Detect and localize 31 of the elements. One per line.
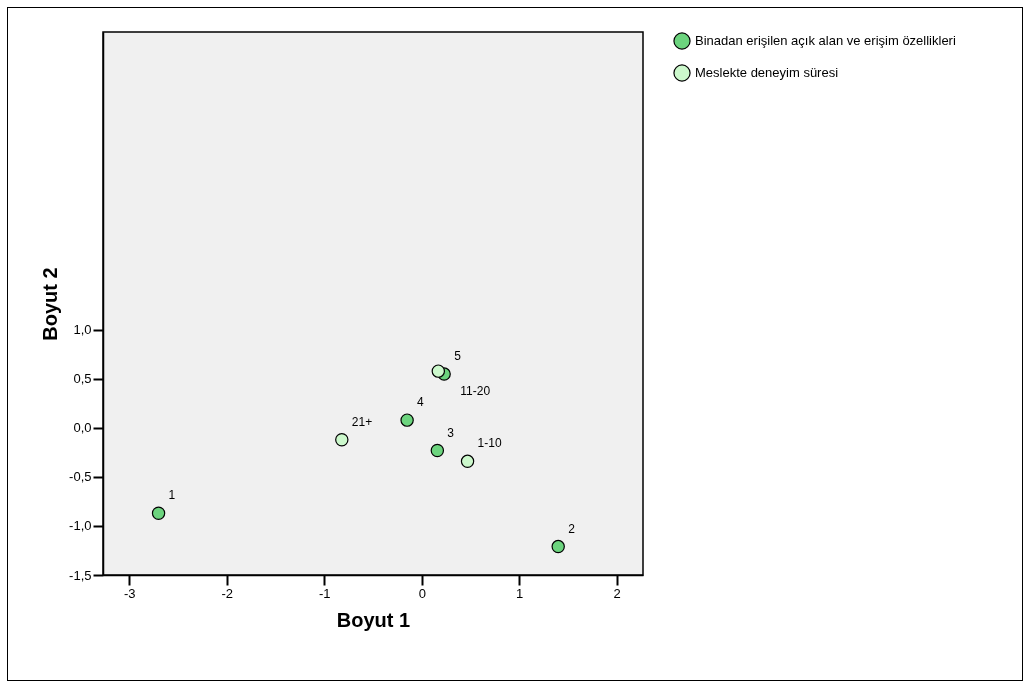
x-tick-label: -3 <box>124 585 136 601</box>
x-tick-label: 2 <box>613 585 621 601</box>
point <box>335 433 349 447</box>
point <box>431 364 446 378</box>
point <box>430 443 445 458</box>
annotation: 3 <box>447 425 455 440</box>
annotation: 11-20 <box>460 384 491 399</box>
annotation: 2 <box>568 521 576 536</box>
y-tick-label: 0,0 <box>73 420 92 436</box>
y-tick-label: 1,0 <box>73 322 92 338</box>
y-tick-label: -1,0 <box>69 518 92 534</box>
y-axis-title: Boyut 2 <box>39 267 62 341</box>
legend-label: Binadan erişilen açık alan ve erişim özellikleri <box>695 33 956 48</box>
legend-label: Meslekte deneyim süresi <box>695 65 839 80</box>
y-tick-label: 0,5 <box>73 371 92 387</box>
annotation: 1-10 <box>477 436 502 451</box>
x-axis-title: Boyut 1 <box>336 608 411 631</box>
x-tick-label: 1 <box>516 585 524 601</box>
x-tick-label: -1 <box>318 585 331 601</box>
point <box>400 413 414 427</box>
point <box>151 506 166 520</box>
annotation: 5 <box>454 349 462 364</box>
annotation: 21+ <box>351 414 373 429</box>
y-tick-label: -1,5 <box>69 567 92 583</box>
annotation: 4 <box>417 395 425 410</box>
x-tick-label: -2 <box>221 585 234 601</box>
x-tick-label: 0 <box>418 585 426 601</box>
point <box>551 539 565 554</box>
y-tick-label: -0,5 <box>69 469 92 485</box>
point <box>460 454 475 469</box>
annotation: 1 <box>168 488 176 503</box>
